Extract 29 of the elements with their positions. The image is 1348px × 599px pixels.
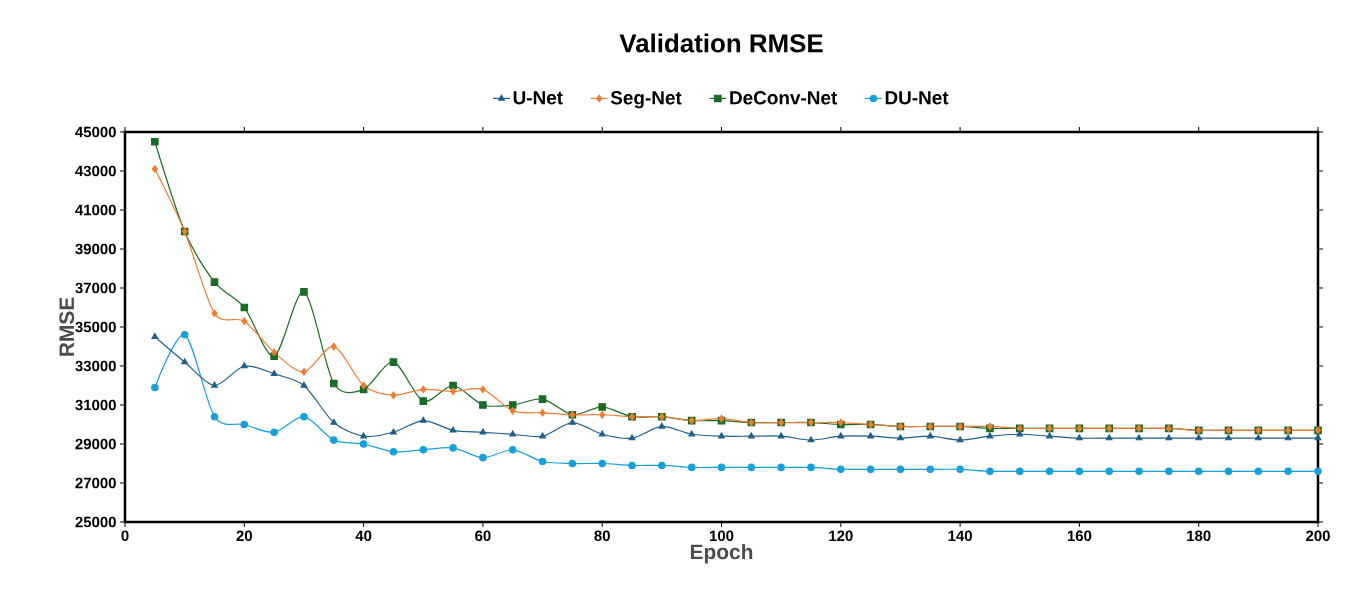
x-tick-label: 120	[829, 530, 853, 542]
x-tick-label: 100	[709, 530, 734, 542]
y-tick-label: 31000	[75, 399, 116, 411]
chart-title: Validation RMSE	[619, 33, 823, 53]
legend-label: DeConv-Net	[730, 91, 838, 105]
y-tick-label: 29000	[75, 438, 116, 450]
y-tick-label: 39000	[75, 243, 116, 255]
y-axis-title: RMSE	[59, 297, 75, 356]
x-tick-label: 200	[1306, 530, 1330, 542]
x-axis-title: Epoch	[690, 543, 753, 564]
x-tick-label: 40	[355, 530, 372, 542]
x-tick-label: 80	[594, 530, 610, 542]
legend-label: Seg-Net	[610, 91, 682, 109]
x-tick-label: 0	[121, 530, 129, 542]
x-tick-label: 160	[1067, 530, 1092, 542]
y-tick-label: 25000	[75, 516, 116, 528]
x-tick-label: 20	[236, 530, 252, 542]
x-tick-label: 60	[475, 530, 491, 542]
y-tick-label: 41000	[75, 204, 116, 216]
y-tick-label: 43000	[75, 165, 116, 177]
legend-label: U-Net	[513, 91, 563, 105]
y-tick-label: 33000	[75, 360, 116, 372]
y-tick-label: 37000	[75, 282, 116, 294]
y-tick-label: 27000	[75, 477, 116, 489]
y-tick-label: 45000	[75, 126, 116, 138]
y-tick-label: 35000	[75, 321, 116, 333]
x-tick-label: 140	[948, 530, 972, 542]
x-tick-label: 180	[1187, 530, 1211, 542]
legend-label: DU-Net	[885, 91, 949, 105]
